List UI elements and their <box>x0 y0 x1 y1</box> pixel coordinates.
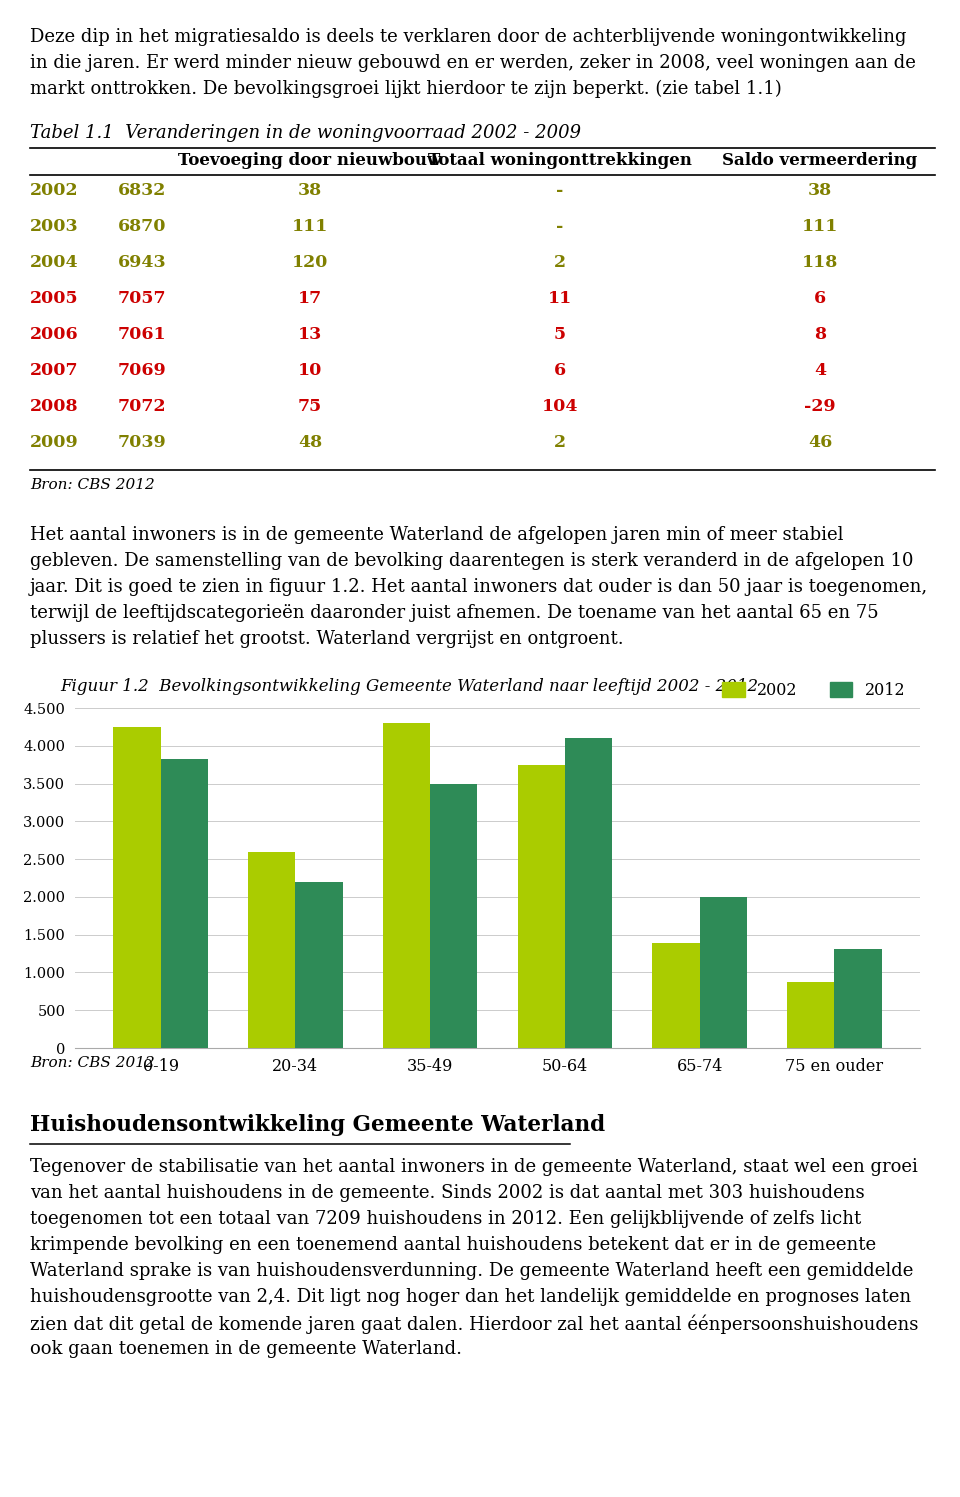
Legend: 2002, 2012: 2002, 2012 <box>716 675 912 705</box>
Text: 5: 5 <box>554 326 566 343</box>
Text: -: - <box>556 183 564 199</box>
Text: van het aantal huishoudens in de gemeente. Sinds 2002 is dat aantal met 303 huis: van het aantal huishoudens in de gemeent… <box>30 1184 865 1202</box>
Text: 2007: 2007 <box>30 362 79 379</box>
Text: 2009: 2009 <box>30 434 79 451</box>
Text: Het aantal inwoners is in de gemeente Waterland de afgelopen jaren min of meer s: Het aantal inwoners is in de gemeente Wa… <box>30 525 844 543</box>
Text: Waterland sprake is van huishoudensverdunning. De gemeente Waterland heeft een g: Waterland sprake is van huishoudensverdu… <box>30 1262 913 1280</box>
Text: 2006: 2006 <box>30 326 79 343</box>
Text: 6832: 6832 <box>118 183 166 199</box>
Text: 6943: 6943 <box>118 254 167 271</box>
Text: -: - <box>556 219 564 235</box>
Bar <box>517 765 564 1048</box>
Text: gebleven. De samenstelling van de bevolking daarentegen is sterk veranderd in de: gebleven. De samenstelling van de bevolk… <box>30 552 914 570</box>
Bar <box>787 982 834 1048</box>
Text: jaar. Dit is goed te zien in figuur 1.2. Het aantal inwoners dat ouder is dan 50: jaar. Dit is goed te zien in figuur 1.2.… <box>30 578 928 596</box>
Bar <box>160 759 207 1048</box>
Text: Bron: CBS 2012: Bron: CBS 2012 <box>30 478 155 493</box>
Text: 7072: 7072 <box>118 398 166 415</box>
Text: 11: 11 <box>548 290 572 307</box>
Text: 2005: 2005 <box>30 290 79 307</box>
Text: 2002: 2002 <box>30 183 79 199</box>
Text: 2003: 2003 <box>30 219 79 235</box>
Text: 118: 118 <box>802 254 838 271</box>
Bar <box>296 882 343 1048</box>
Text: 17: 17 <box>298 290 323 307</box>
Bar <box>564 738 612 1048</box>
Text: in die jaren. Er werd minder nieuw gebouwd en er werden, zeker in 2008, veel won: in die jaren. Er werd minder nieuw gebou… <box>30 54 916 72</box>
Text: markt onttrokken. De bevolkingsgroei lijkt hierdoor te zijn beperkt. (zie tabel : markt onttrokken. De bevolkingsgroei lij… <box>30 79 781 99</box>
Text: 8: 8 <box>814 326 826 343</box>
Text: 6: 6 <box>814 290 826 307</box>
Text: toegenomen tot een totaal van 7209 huishoudens in 2012. Een gelijkblijvende of z: toegenomen tot een totaal van 7209 huish… <box>30 1210 861 1228</box>
Text: Bron: CBS 2012: Bron: CBS 2012 <box>30 1055 155 1070</box>
Text: Tabel 1.1  Veranderingen in de woningvoorraad 2002 - 2009: Tabel 1.1 Veranderingen in de woningvoor… <box>30 124 581 142</box>
Text: Deze dip in het migratiesaldo is deels te verklaren door de achterblijvende woni: Deze dip in het migratiesaldo is deels t… <box>30 28 906 46</box>
Bar <box>700 897 747 1048</box>
Text: 48: 48 <box>298 434 322 451</box>
Bar <box>113 728 160 1048</box>
Bar <box>430 783 477 1048</box>
Text: Saldo vermeerdering: Saldo vermeerdering <box>722 153 918 169</box>
Text: krimpende bevolking en een toenemend aantal huishoudens betekent dat er in de ge: krimpende bevolking en een toenemend aan… <box>30 1237 876 1254</box>
Text: 7069: 7069 <box>118 362 167 379</box>
Text: 75: 75 <box>298 398 323 415</box>
Bar <box>834 949 881 1048</box>
Text: 6870: 6870 <box>118 219 166 235</box>
Text: 7061: 7061 <box>118 326 167 343</box>
Text: 2008: 2008 <box>30 398 79 415</box>
Text: 111: 111 <box>292 219 328 235</box>
Text: Toevoeging door nieuwbouw: Toevoeging door nieuwbouw <box>179 153 442 169</box>
Text: 7057: 7057 <box>118 290 167 307</box>
Text: plussers is relatief het grootst. Waterland vergrijst en ontgroent.: plussers is relatief het grootst. Waterl… <box>30 630 624 648</box>
Text: Totaal woningonttrekkingen: Totaal woningonttrekkingen <box>428 153 692 169</box>
Text: 2: 2 <box>554 434 566 451</box>
Text: 13: 13 <box>298 326 323 343</box>
Text: Tegenover de stabilisatie van het aantal inwoners in de gemeente Waterland, staa: Tegenover de stabilisatie van het aantal… <box>30 1159 918 1177</box>
Bar <box>653 943 700 1048</box>
Text: 7039: 7039 <box>118 434 167 451</box>
Text: 2004: 2004 <box>30 254 79 271</box>
Text: 10: 10 <box>298 362 323 379</box>
Text: 104: 104 <box>541 398 578 415</box>
Text: Huishoudensontwikkeling Gemeente Waterland: Huishoudensontwikkeling Gemeente Waterla… <box>30 1114 605 1136</box>
Text: zien dat dit getal de komende jaren gaat dalen. Hierdoor zal het aantal éénperso: zien dat dit getal de komende jaren gaat… <box>30 1314 919 1334</box>
Bar <box>383 723 430 1048</box>
Text: 120: 120 <box>292 254 328 271</box>
Text: -29: -29 <box>804 398 836 415</box>
Text: terwijl de leeftijdscategorieën daaronder juist afnemen. De toename van het aant: terwijl de leeftijdscategorieën daaronde… <box>30 603 878 621</box>
Text: 46: 46 <box>808 434 832 451</box>
Text: ook gaan toenemen in de gemeente Waterland.: ook gaan toenemen in de gemeente Waterla… <box>30 1340 462 1358</box>
Bar <box>249 852 296 1048</box>
Text: 111: 111 <box>802 219 838 235</box>
Text: 38: 38 <box>808 183 832 199</box>
Text: 38: 38 <box>298 183 322 199</box>
Text: Figuur 1.2  Bevolkingsontwikkeling Gemeente Waterland naar leeftijd 2002 - 2012: Figuur 1.2 Bevolkingsontwikkeling Gemeen… <box>60 678 758 695</box>
Text: 2: 2 <box>554 254 566 271</box>
Text: huishoudensgrootte van 2,4. Dit ligt nog hoger dan het landelijk gemiddelde en p: huishoudensgrootte van 2,4. Dit ligt nog… <box>30 1287 911 1305</box>
Text: 6: 6 <box>554 362 566 379</box>
Text: 4: 4 <box>814 362 826 379</box>
